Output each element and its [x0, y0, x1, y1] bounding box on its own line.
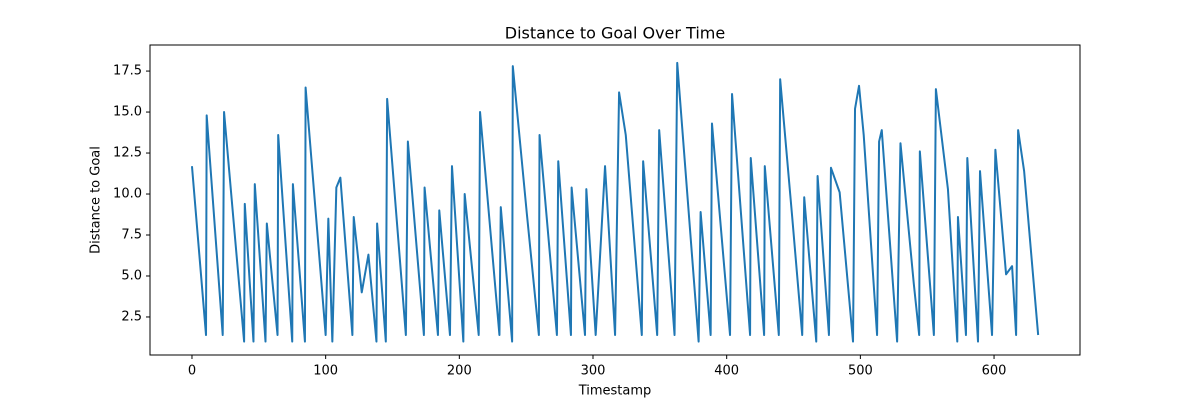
- x-tick-label: 200: [447, 364, 472, 379]
- y-axis-label: Distance to Goal: [89, 146, 104, 254]
- y-tick-label: 5.0: [121, 268, 142, 283]
- y-tick-label: 10.0: [113, 187, 142, 202]
- x-tick-label: 600: [982, 364, 1007, 379]
- x-tick-label: 400: [714, 364, 739, 379]
- x-tick-label: 100: [313, 364, 338, 379]
- y-tick-label: 15.0: [113, 105, 142, 120]
- y-tick-label: 7.5: [121, 228, 142, 243]
- chart-title: Distance to Goal Over Time: [505, 24, 725, 43]
- y-tick-label: 2.5: [121, 309, 142, 324]
- y-tick-label: 17.5: [113, 64, 142, 79]
- x-tick-label: 500: [848, 364, 873, 379]
- y-tick-label: 12.5: [113, 146, 142, 161]
- line-series: [190, 61, 1040, 343]
- x-tick-label: 300: [581, 364, 606, 379]
- x-axis-label: Timestamp: [578, 384, 652, 399]
- plot-frame: [149, 44, 1081, 356]
- x-tick-label: 0: [188, 364, 196, 379]
